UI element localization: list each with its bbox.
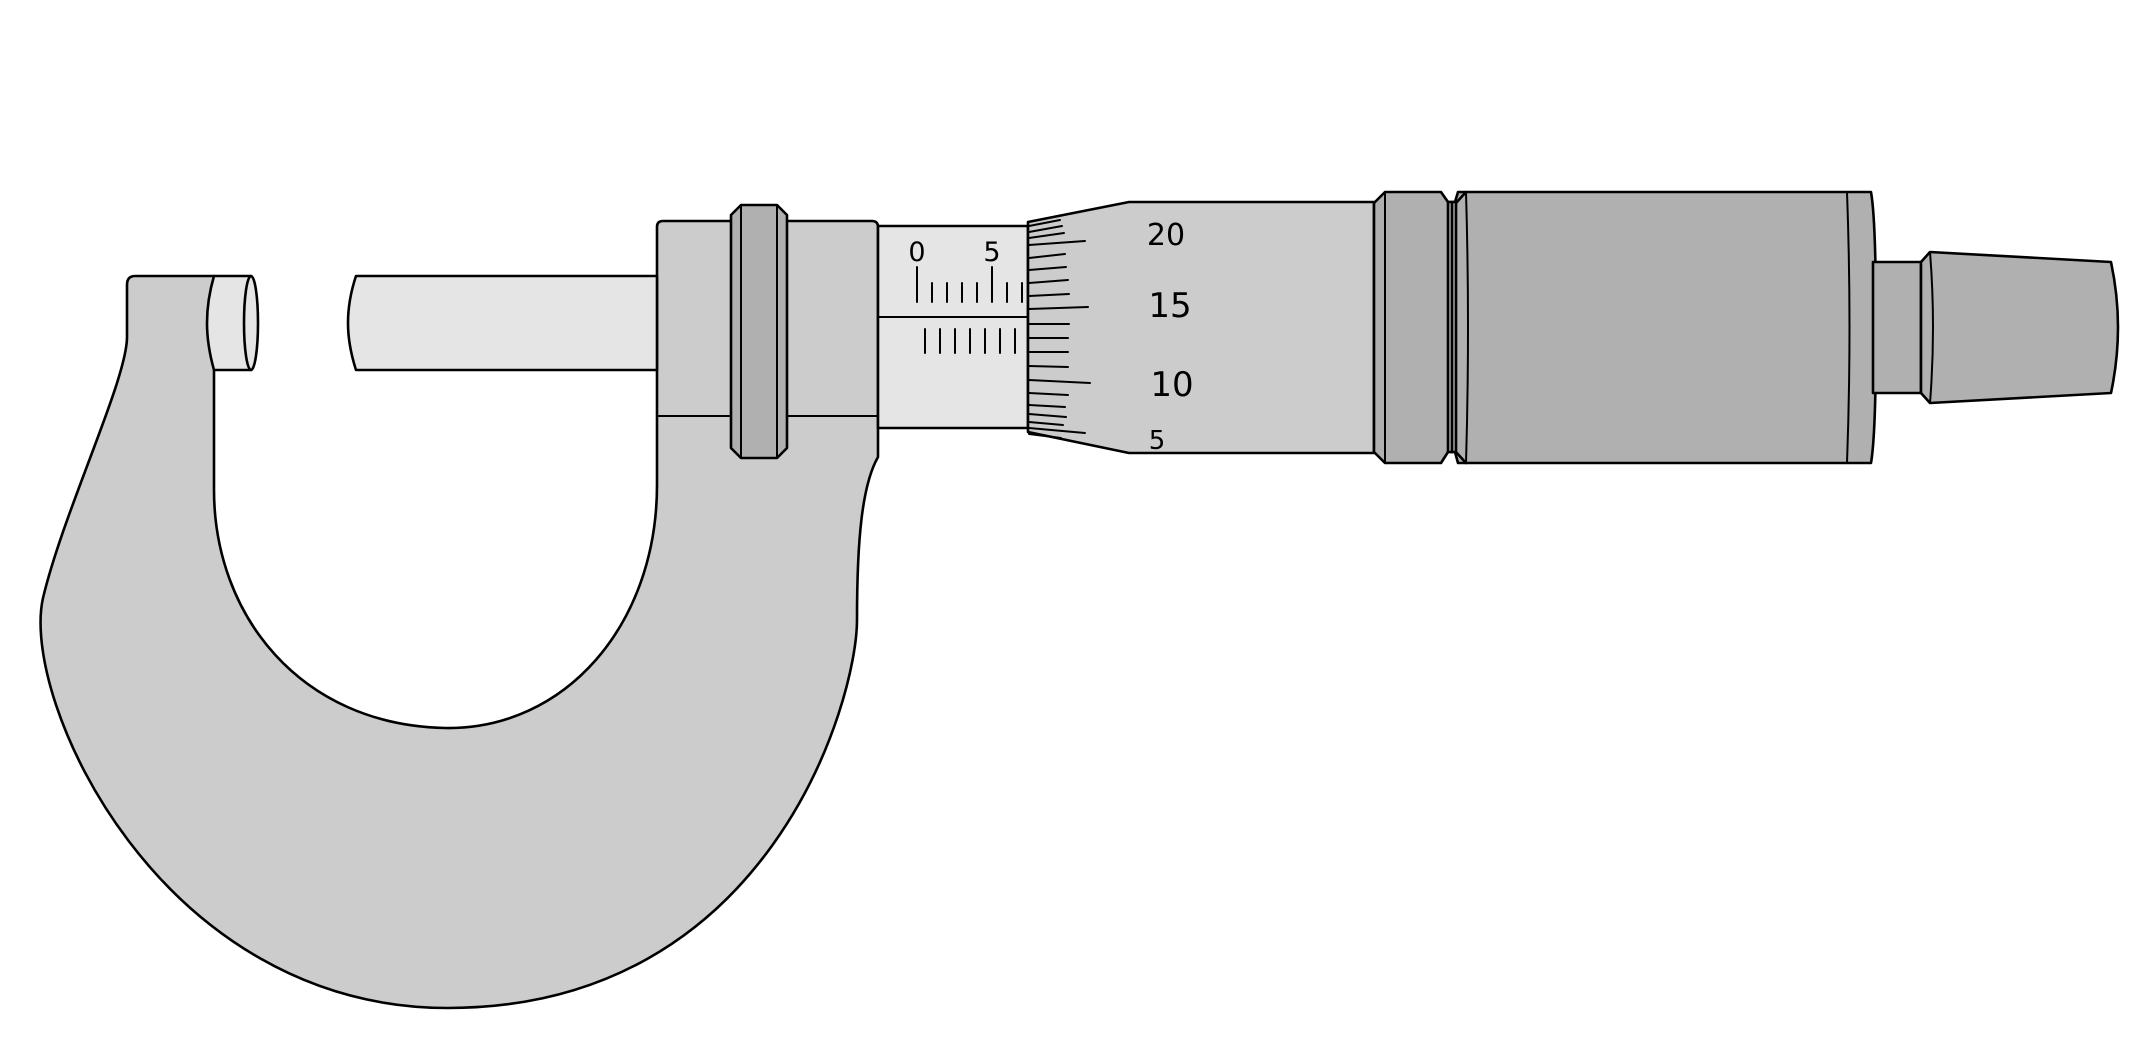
thimble-label-15: 15 bbox=[1148, 286, 1191, 326]
thimble-tick bbox=[1028, 225, 1063, 233]
frame bbox=[39, 219, 880, 1010]
thimble-tick bbox=[1028, 379, 1091, 384]
thimble-tick bbox=[1028, 293, 1070, 297]
anvil-face bbox=[242, 274, 260, 372]
sleeve-label-5: 5 bbox=[983, 237, 1000, 268]
thimble-label-10: 10 bbox=[1150, 365, 1193, 405]
thimble-tick bbox=[1028, 240, 1086, 246]
ratchet-knob bbox=[1919, 250, 2120, 405]
thimble bbox=[1026, 200, 1376, 455]
thimble-tick bbox=[1028, 219, 1061, 227]
thimble-label-20: 20 bbox=[1147, 218, 1185, 253]
anvil bbox=[205, 274, 260, 372]
thimble-label-5: 5 bbox=[1149, 426, 1166, 456]
thimble-tick bbox=[1028, 232, 1065, 239]
thimble-tick bbox=[1028, 433, 1062, 439]
thimble-tick bbox=[1028, 404, 1066, 408]
thimble-tick bbox=[1028, 421, 1064, 426]
thimble-tick bbox=[1028, 392, 1069, 396]
thimble-tick bbox=[1028, 279, 1069, 284]
thimble-tick bbox=[1028, 365, 1069, 368]
thimble-tick bbox=[1028, 266, 1067, 271]
sleeve-label-0: 0 bbox=[908, 237, 925, 268]
ratchet-barrel bbox=[1454, 190, 1878, 465]
spindle bbox=[346, 274, 659, 372]
ratchet-stem bbox=[1871, 260, 1923, 395]
sleeve-ticks bbox=[916, 266, 1023, 354]
thimble-tick bbox=[1028, 413, 1067, 418]
sleeve bbox=[876, 224, 1030, 430]
lock-ring bbox=[729, 203, 789, 460]
thimble-tick bbox=[1028, 306, 1089, 310]
thimble-tick bbox=[1028, 427, 1086, 434]
thimble-tick bbox=[1028, 253, 1066, 259]
thimble-ticks bbox=[1028, 219, 1091, 439]
thimble-collar bbox=[1372, 190, 1468, 465]
